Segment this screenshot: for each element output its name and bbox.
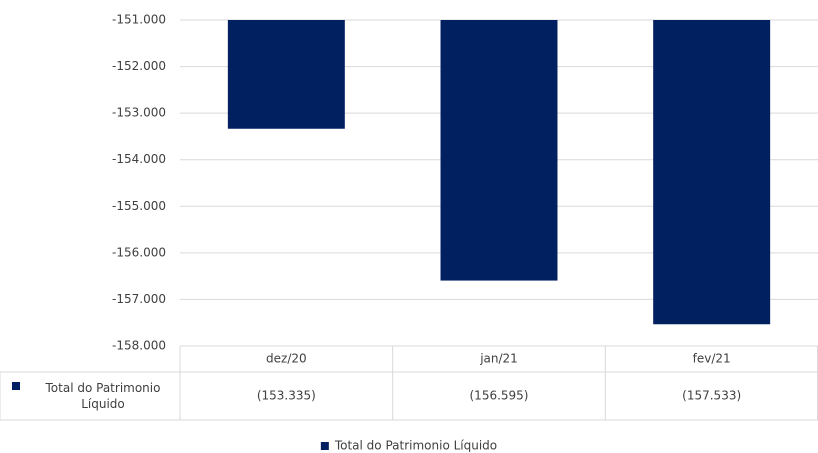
x-tick-label: fev/21 bbox=[693, 352, 731, 366]
table-swatch bbox=[12, 382, 20, 390]
table-row-label: Total do Patrimonio Líquido bbox=[0, 372, 180, 420]
table-series-name: Total do Patrimonio Líquido bbox=[45, 381, 161, 411]
bar bbox=[227, 20, 345, 129]
y-tick-label: -155.000 bbox=[112, 199, 166, 213]
table-value: (156.595) bbox=[470, 389, 529, 403]
y-tick-label: -153.000 bbox=[112, 106, 166, 120]
y-tick-label: -151.000 bbox=[112, 13, 166, 27]
bar bbox=[653, 20, 771, 325]
y-tick-label: -154.000 bbox=[112, 152, 166, 166]
y-tick-label: -152.000 bbox=[112, 59, 166, 73]
bar bbox=[440, 20, 558, 281]
y-tick-label: -157.000 bbox=[112, 292, 166, 306]
y-tick-label: -156.000 bbox=[112, 245, 166, 259]
x-tick-label: dez/20 bbox=[266, 352, 307, 366]
table-value: (153.335) bbox=[257, 389, 316, 403]
x-tick-label: jan/21 bbox=[479, 352, 518, 366]
table-value: (157.533) bbox=[682, 389, 741, 403]
legend-swatch bbox=[320, 442, 329, 450]
legend-label: Total do Patrimonio Líquido bbox=[334, 439, 497, 453]
y-tick-label: -158.000 bbox=[112, 339, 166, 353]
